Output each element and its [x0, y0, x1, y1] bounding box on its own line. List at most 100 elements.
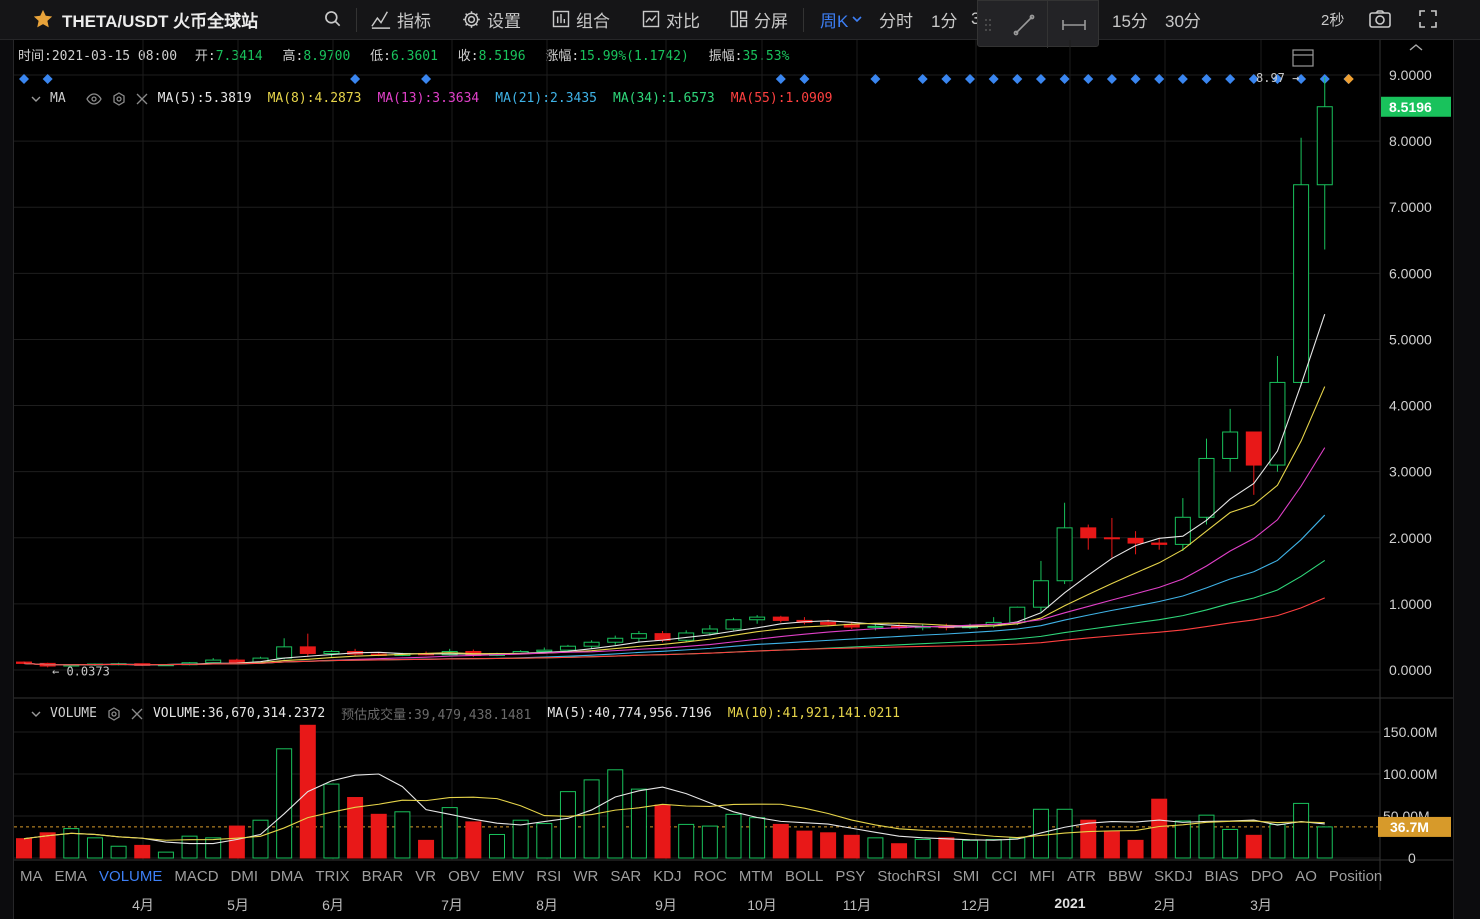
period-select[interactable]: 周K [820, 0, 868, 38]
volume-bar[interactable] [938, 837, 955, 859]
volume-bar[interactable] [1174, 820, 1191, 859]
close-icon[interactable] [136, 93, 148, 105]
indicator-tab-smi[interactable]: SMI [952, 867, 980, 885]
interval-1min[interactable]: 1分 [931, 11, 958, 31]
candle[interactable] [299, 633, 316, 657]
close-icon[interactable] [131, 708, 143, 720]
volume-bar[interactable] [1103, 830, 1120, 859]
volume-bar[interactable] [181, 835, 198, 859]
interval-15min[interactable]: 15分 [1112, 11, 1148, 31]
candle[interactable] [725, 617, 742, 631]
indicator-tab-bbw[interactable]: BBW [1107, 867, 1143, 885]
volume-bar[interactable] [914, 839, 931, 859]
volume-bar[interactable] [1269, 823, 1286, 859]
indicator-tab-mtm[interactable]: MTM [738, 867, 773, 885]
volume-bar[interactable] [867, 837, 884, 859]
volume-bar[interactable] [134, 844, 151, 859]
volume-bar[interactable] [394, 811, 411, 859]
volume-bar[interactable] [465, 821, 482, 859]
eye-icon[interactable] [85, 92, 102, 105]
calendar-icon[interactable] [1292, 49, 1314, 67]
interval-30min[interactable]: 30分 [1165, 11, 1201, 31]
indicator-tab-volume[interactable]: VOLUME [99, 867, 163, 885]
chart-canvas[interactable]: 9.0000 8.0000 7.0000 6.0000 5.0000 4.0000 3.00… [0, 40, 1480, 919]
event-marker[interactable] [1130, 74, 1141, 84]
candle[interactable] [772, 615, 789, 623]
candle[interactable] [701, 625, 718, 636]
candle[interactable] [1127, 531, 1144, 555]
event-marker[interactable] [965, 74, 975, 84]
settings-button[interactable]: 设置 [461, 0, 521, 38]
volume-bar[interactable] [1222, 828, 1239, 859]
candle[interactable] [583, 640, 600, 649]
event-marker[interactable] [1083, 74, 1094, 84]
volume-bar[interactable] [86, 837, 103, 859]
indicator-tab-cci[interactable]: CCI [991, 867, 1018, 885]
candle[interactable] [1316, 76, 1333, 250]
indicator-tab-emv[interactable]: EMV [491, 867, 525, 885]
volume-bar[interactable] [583, 779, 600, 859]
volume-bar[interactable] [536, 823, 553, 859]
event-marker[interactable] [799, 74, 810, 84]
candle[interactable] [607, 635, 624, 645]
volume-bar[interactable] [157, 851, 174, 859]
volume-bar[interactable] [1316, 826, 1333, 859]
indicator-tab-ema[interactable]: EMA [54, 867, 88, 885]
fullscreen-button[interactable] [1418, 0, 1443, 38]
indicator-tab-ma[interactable]: MA [20, 867, 43, 885]
indicator-tab-dma[interactable]: DMA [270, 867, 304, 885]
volume-series[interactable] [16, 724, 1333, 859]
candle[interactable] [678, 630, 695, 642]
volume-bar[interactable] [843, 834, 860, 859]
volume-bar[interactable] [820, 832, 837, 859]
volume-bar[interactable] [1151, 798, 1168, 859]
event-marker[interactable] [1201, 74, 1212, 84]
volume-bar[interactable] [39, 832, 56, 859]
gear-icon[interactable] [107, 706, 121, 721]
candle[interactable] [276, 638, 293, 660]
candle[interactable] [796, 617, 813, 625]
refresh-rate[interactable]: 2秒 [1321, 11, 1345, 29]
interval-timeshare[interactable]: 分时 [879, 11, 913, 31]
event-marker[interactable] [42, 74, 53, 84]
event-marker[interactable] [350, 74, 361, 84]
indicator-tab-kdj[interactable]: KDJ [653, 867, 682, 885]
volume-bar[interactable] [110, 845, 127, 859]
interval-3min[interactable]: 3 [971, 9, 981, 28]
indicator-tab-sar[interactable]: SAR [610, 867, 642, 885]
indicator-button[interactable]: 指标 [370, 0, 431, 38]
event-marker[interactable] [917, 74, 928, 84]
screenshot-button[interactable] [1368, 0, 1397, 38]
candlestick-series[interactable] [16, 76, 1333, 668]
chevron-up-icon[interactable] [1409, 44, 1423, 51]
volume-bar[interactable] [418, 839, 435, 859]
event-marker[interactable] [1225, 74, 1236, 84]
chevron-down-icon[interactable] [30, 708, 42, 720]
event-marker[interactable] [1154, 74, 1165, 84]
indicator-tab-stochrsi[interactable]: StochRSI [877, 867, 941, 885]
volume-bar[interactable] [1009, 837, 1026, 859]
event-marker-latest[interactable] [1343, 74, 1354, 84]
volume-bar[interactable] [749, 817, 766, 859]
candle[interactable] [1009, 606, 1026, 626]
volume-bar[interactable] [323, 783, 340, 859]
candle[interactable] [1103, 517, 1120, 558]
indicator-tab-mfi[interactable]: MFI [1029, 867, 1056, 885]
volume-bar[interactable] [1032, 808, 1049, 859]
candle[interactable] [1174, 498, 1191, 551]
volume-bar[interactable] [489, 833, 505, 859]
indicator-tab-dpo[interactable]: DPO [1250, 867, 1284, 885]
combo-button[interactable]: 组合 [551, 0, 610, 38]
search-button[interactable] [323, 0, 348, 38]
event-marker[interactable] [870, 74, 881, 84]
volume-bar[interactable] [252, 819, 269, 859]
symbol-title[interactable]: THETA/USDT 火币全球站 [62, 11, 259, 31]
volume-bar[interactable] [370, 813, 387, 859]
volume-bar[interactable] [1080, 819, 1097, 859]
indicator-tab-atr[interactable]: ATR [1067, 867, 1096, 885]
candle[interactable] [630, 630, 647, 643]
candle[interactable] [323, 650, 340, 657]
indicator-tab-brar[interactable]: BRAR [361, 867, 404, 885]
indicator-tab-skdj[interactable]: SKDJ [1154, 867, 1193, 885]
indicator-tab-vr[interactable]: VR [415, 867, 437, 885]
